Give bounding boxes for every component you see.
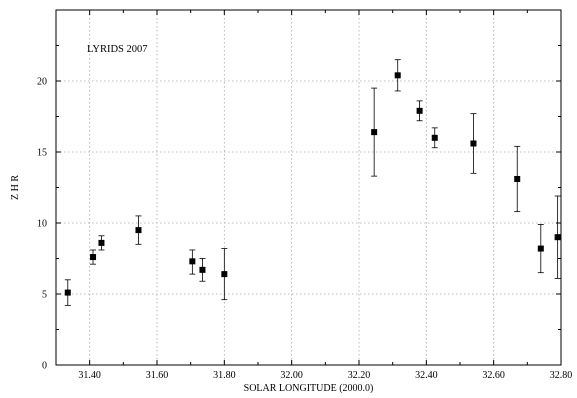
y-tick-label-4: 20	[37, 77, 47, 88]
x-axis-label: SOLAR LONGITUDE (2000.0)	[244, 383, 374, 394]
points-layer	[64, 59, 561, 306]
data-point-3	[135, 215, 142, 245]
point-marker-9	[416, 107, 423, 114]
x-tick-label-3: 32.00	[280, 370, 303, 381]
x-tick-label-1: 31.60	[146, 370, 169, 381]
y-axis-label: Z H R	[10, 175, 21, 200]
point-marker-3	[135, 227, 142, 234]
data-point-5	[199, 258, 206, 282]
point-marker-13	[537, 245, 544, 252]
x-tick-label-7: 32.80	[550, 370, 573, 381]
x-tick-label-2: 31.80	[213, 370, 236, 381]
data-point-7	[371, 87, 378, 177]
grid-layer	[56, 10, 561, 365]
point-marker-6	[221, 271, 228, 278]
data-point-6	[221, 248, 228, 301]
ticks-layer	[56, 10, 562, 366]
point-marker-5	[199, 266, 206, 273]
point-marker-2	[98, 239, 105, 246]
y-tick-label-2: 10	[37, 219, 47, 230]
x-tick-label-6: 32.60	[482, 370, 505, 381]
data-point-10	[431, 127, 438, 149]
point-marker-10	[431, 134, 438, 141]
point-marker-12	[514, 175, 521, 182]
data-point-9	[416, 100, 423, 122]
point-marker-11	[470, 140, 477, 147]
tick-labels-layer: 31.40 31.60 31.80 32.00 32.20 32.40 32.60 32.80…	[37, 77, 572, 382]
data-point-11	[470, 113, 477, 174]
point-marker-0	[64, 289, 71, 296]
point-marker-7	[371, 129, 378, 136]
point-marker-4	[189, 258, 196, 265]
data-point-0	[64, 279, 71, 306]
point-marker-14	[554, 234, 561, 241]
x-tick-label-0: 31.40	[78, 370, 101, 381]
data-point-8	[394, 59, 401, 92]
data-point-14	[554, 195, 561, 279]
data-point-1	[90, 249, 97, 265]
data-point-4	[189, 249, 196, 275]
y-tick-label-1: 5	[42, 290, 47, 301]
x-tick-label-4: 32.20	[348, 370, 371, 381]
data-point-12	[514, 145, 521, 213]
y-tick-label-0: 0	[42, 361, 47, 372]
chart-annotation: LYRIDS 2007	[87, 44, 148, 55]
data-point-2	[98, 235, 105, 251]
x-tick-label-5: 32.40	[415, 370, 438, 381]
point-marker-8	[394, 72, 401, 79]
plot-frame	[55, 9, 562, 366]
y-tick-label-3: 15	[37, 148, 47, 159]
point-marker-1	[90, 254, 97, 261]
data-point-13	[537, 224, 544, 274]
